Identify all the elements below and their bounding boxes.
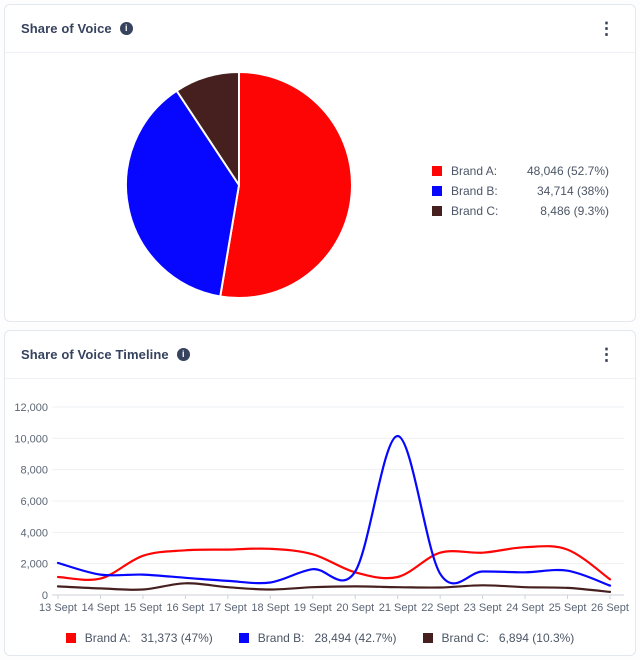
pie-slice-brand-b[interactable]	[125, 89, 240, 298]
x-axis-label: 23 Sept	[464, 602, 502, 614]
legend-swatch	[422, 633, 433, 643]
share-of-voice-timeline-card: Share of Voice Timeline i ⋮ 0 2,000 4,000 6…	[4, 330, 636, 656]
legend-value: 6,894 (10.3%)	[498, 631, 575, 645]
x-axis-label: 22 Sept	[421, 602, 459, 614]
legend-label: Brand A:	[451, 164, 498, 178]
legend-value: 31,373 (47%)	[140, 631, 213, 645]
info-icon[interactable]: i	[176, 348, 190, 361]
series-line-brand-b[interactable]	[56, 434, 612, 587]
x-axis-label: 16 Sept	[166, 602, 204, 614]
card-title: Share of Voice	[21, 21, 112, 36]
timeline-card-body: 0 2,000 4,000 6,000 8,000 10,000 12,000 13 Sept…	[5, 387, 635, 645]
legend-label: Brand C:	[441, 631, 489, 645]
legend-label: Brand A:	[84, 631, 131, 645]
legend-item-brand-a[interactable]: Brand A: 48,046 (52.7%)	[432, 161, 609, 181]
timeline-legend: Brand A: 31,373 (47%) Brand B: 28,494 (42.7…	[5, 631, 635, 645]
timeline-chart[interactable]: 0 2,000 4,000 6,000 8,000 10,000 12,000 13 Sept…	[5, 387, 635, 623]
x-axis-label: 14 Sept	[82, 602, 120, 614]
kebab-menu-icon[interactable]: ⋮	[592, 346, 621, 363]
legend-label: Brand B:	[257, 631, 305, 645]
card-title: Share of Voice Timeline	[21, 347, 169, 362]
y-axis-label: 0	[42, 590, 48, 602]
legend-value: 34,714 (38%)	[536, 184, 609, 198]
card-header: Share of Voice i ⋮	[5, 5, 635, 53]
legend-swatch	[432, 186, 442, 196]
x-axis-label: 25 Sept	[549, 602, 587, 614]
legend-value: 48,046 (52.7%)	[526, 164, 609, 178]
legend-swatch	[238, 633, 249, 643]
x-axis-label: 17 Sept	[209, 602, 247, 614]
y-axis-label: 8,000	[20, 465, 48, 477]
x-axis-label: 13 Sept	[39, 602, 77, 614]
x-axis-label: 15 Sept	[124, 602, 162, 614]
legend-value: 28,494 (42.7%)	[314, 631, 397, 645]
legend-item-brand-c[interactable]: Brand C: 8,486 (9.3%)	[432, 201, 609, 221]
legend-swatch	[65, 633, 76, 643]
legend-swatch	[432, 206, 442, 216]
y-axis-label: 2,000	[20, 559, 48, 571]
pie-chart[interactable]	[121, 67, 357, 303]
x-axis-label: 19 Sept	[294, 602, 332, 614]
share-of-voice-card: Share of Voice i ⋮ Brand A: 48,046 (52.7%…	[4, 4, 636, 322]
info-icon[interactable]: i	[119, 22, 133, 35]
legend-label: Brand B:	[451, 184, 498, 198]
legend-label: Brand C:	[451, 204, 499, 218]
y-axis-label: 10,000	[14, 433, 48, 445]
x-axis-label: 26 Sept	[591, 602, 629, 614]
legend-item-brand-b[interactable]: Brand B: 28,494 (42.7%)	[238, 631, 397, 645]
pie-legend: Brand A: 48,046 (52.7%) Brand B: 34,714 (38…	[432, 161, 609, 221]
x-axis-label: 18 Sept	[251, 602, 289, 614]
y-axis-label: 6,000	[20, 496, 48, 508]
series-line-brand-a[interactable]	[56, 545, 612, 581]
series-line-brand-c[interactable]	[56, 582, 612, 593]
y-axis-label: 12,000	[14, 402, 48, 414]
pie-slice-brand-c[interactable]	[175, 71, 240, 186]
x-axis-label: 21 Sept	[379, 602, 417, 614]
legend-value: 8,486 (9.3%)	[540, 204, 609, 218]
card-header: Share of Voice Timeline i ⋮	[5, 331, 635, 379]
legend-item-brand-c[interactable]: Brand C: 6,894 (10.3%)	[422, 631, 575, 645]
x-axis-label: 24 Sept	[506, 602, 544, 614]
legend-item-brand-b[interactable]: Brand B: 34,714 (38%)	[432, 181, 609, 201]
y-axis-label: 4,000	[20, 527, 48, 539]
pie-slice-brand-a[interactable]	[219, 71, 353, 299]
legend-item-brand-a[interactable]: Brand A: 31,373 (47%)	[65, 631, 213, 645]
kebab-menu-icon[interactable]: ⋮	[592, 20, 621, 37]
x-axis-label: 20 Sept	[336, 602, 374, 614]
legend-swatch	[432, 166, 442, 176]
